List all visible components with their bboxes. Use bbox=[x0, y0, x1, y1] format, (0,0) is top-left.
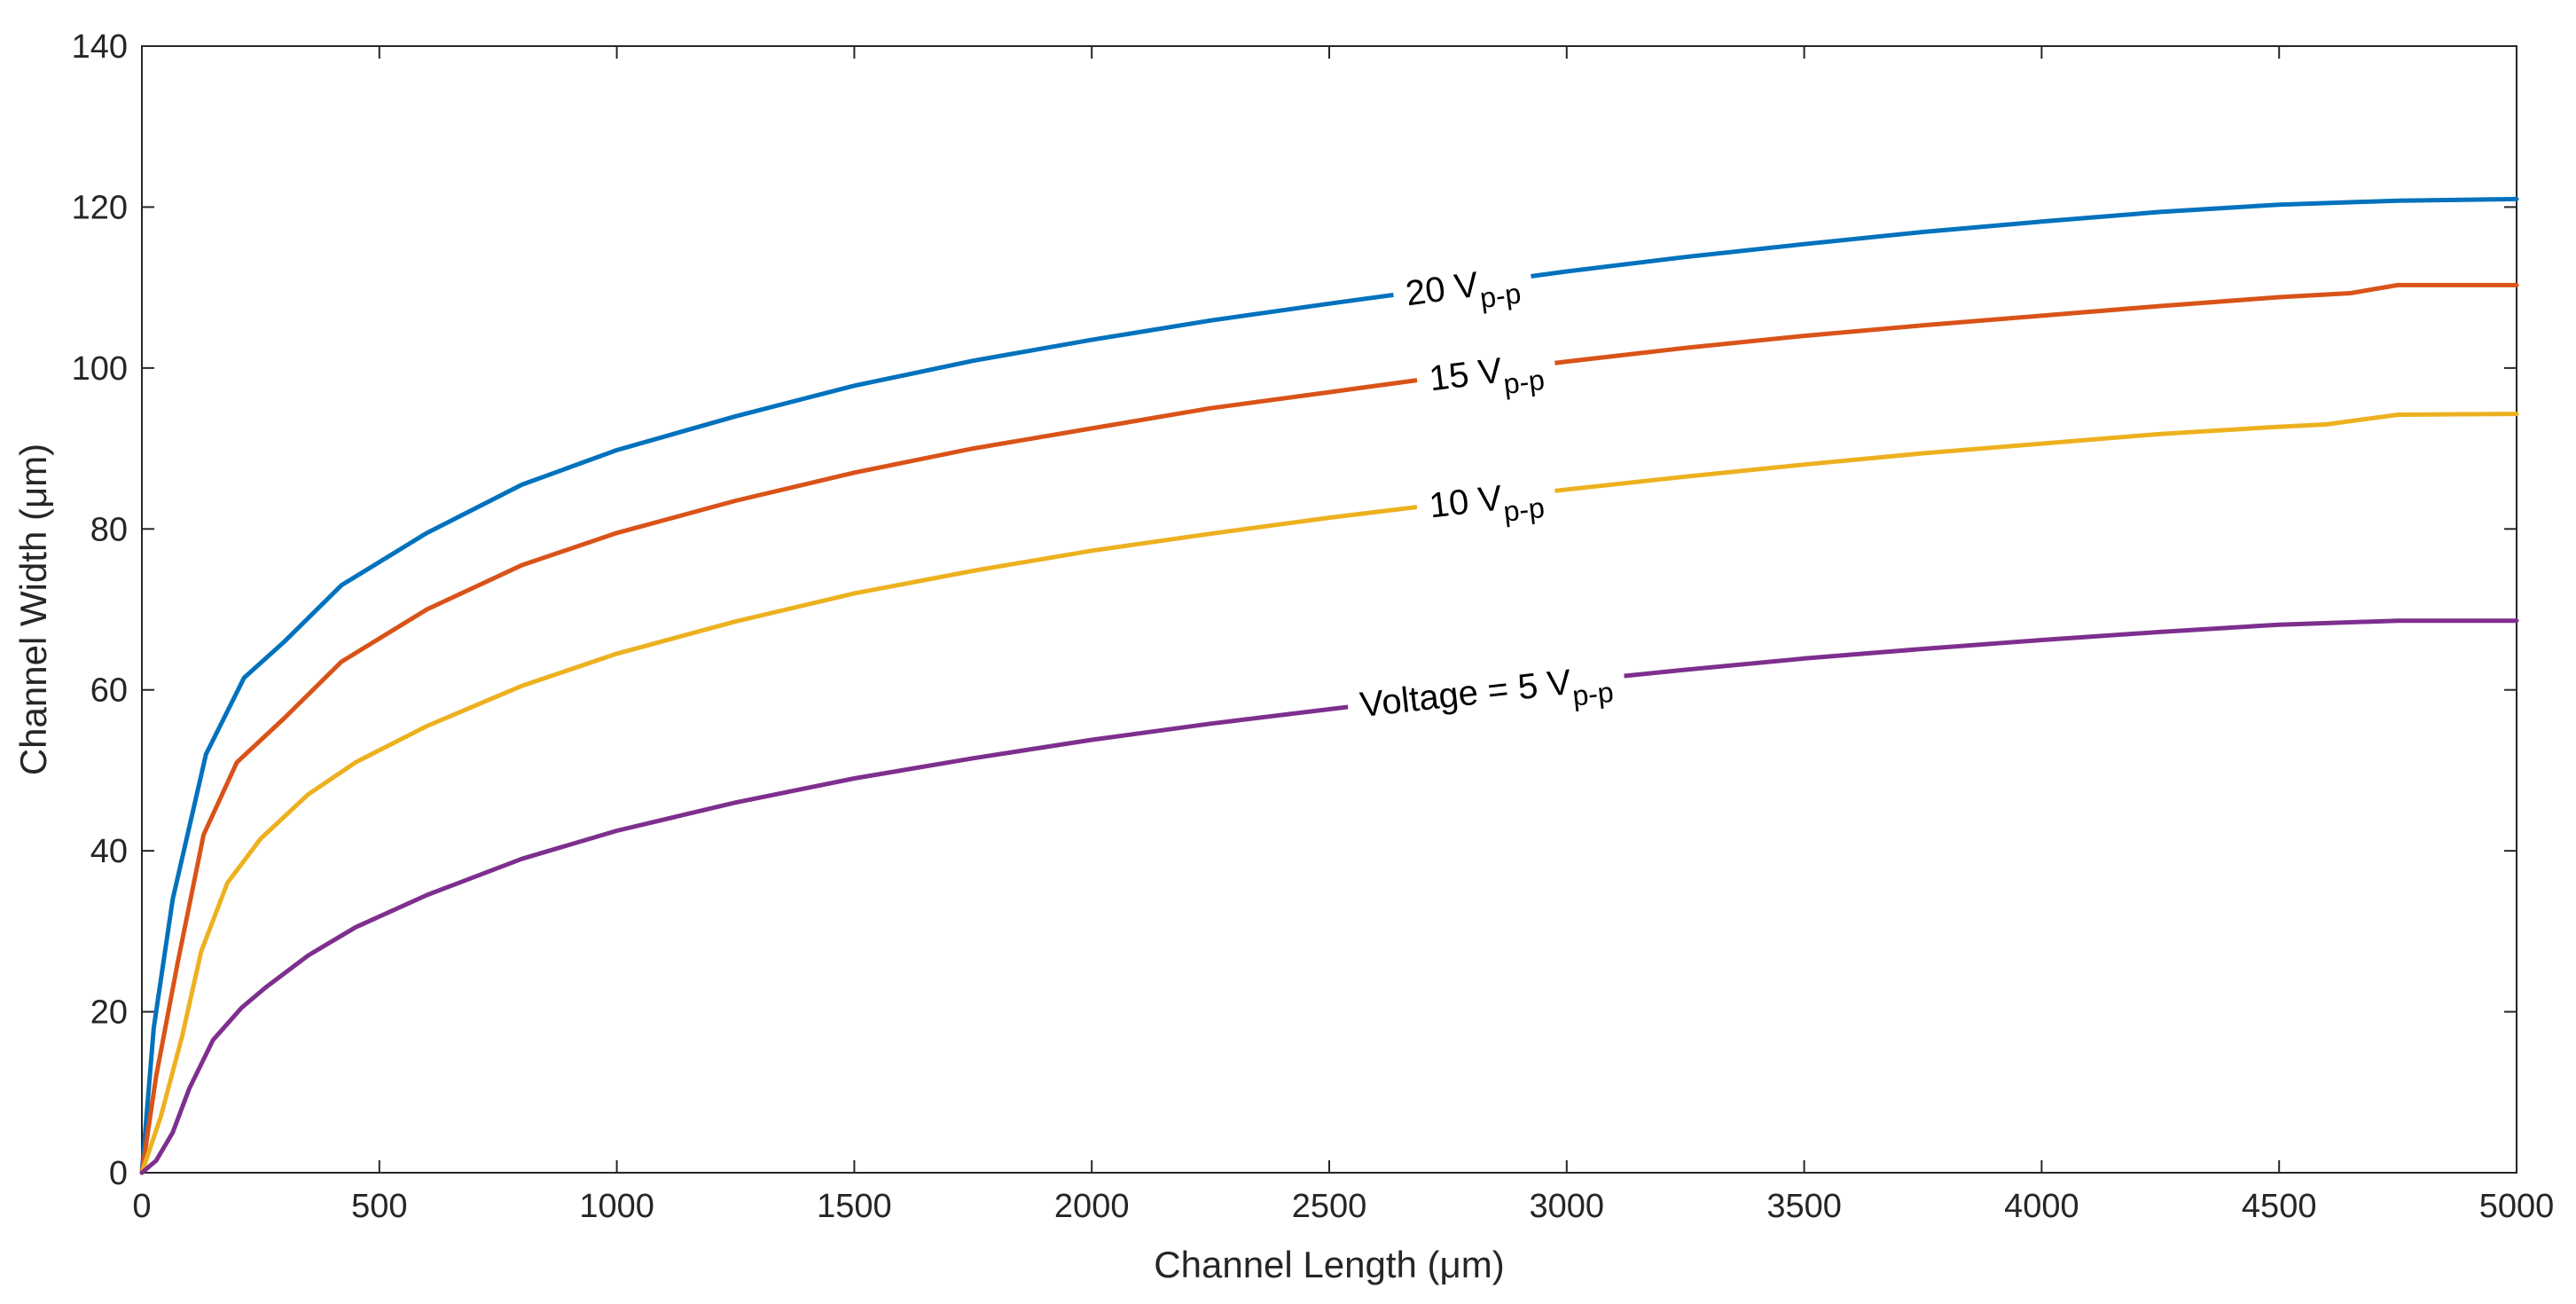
y-axis-label: Channel Width (μm) bbox=[12, 444, 54, 775]
curve-label-1: 15 Vp-p bbox=[1413, 341, 1560, 415]
x-axis-label: Channel Length (μm) bbox=[1154, 1244, 1504, 1285]
curve-label-main: 15 V bbox=[1427, 351, 1504, 399]
x-tick-label: 3500 bbox=[1766, 1188, 1842, 1225]
y-tick-label: 120 bbox=[72, 189, 128, 226]
curve-label-text: 20 Vp-p bbox=[1403, 260, 1523, 325]
series-line-1 bbox=[139, 282, 2519, 1175]
x-tick-label: 4000 bbox=[2004, 1188, 2079, 1225]
y-tick-label: 60 bbox=[90, 672, 128, 710]
curve-label-background bbox=[1345, 653, 1628, 741]
x-tick-label: 4500 bbox=[2242, 1188, 2317, 1225]
y-tick-label: 20 bbox=[90, 994, 128, 1032]
curve-label-text: 10 Vp-p bbox=[1427, 474, 1546, 536]
x-tick-label: 0 bbox=[132, 1188, 151, 1225]
curve-label-text: 15 Vp-p bbox=[1427, 346, 1546, 409]
curve-label-0: 20 Vp-p bbox=[1390, 254, 1536, 330]
curve-label-3: Voltage = 5 Vp-p bbox=[1345, 653, 1628, 741]
curve-label-subscript: p-p bbox=[1570, 676, 1615, 712]
curve-label-background bbox=[1390, 254, 1536, 330]
x-tick-label: 3000 bbox=[1530, 1188, 1605, 1225]
y-tick-label: 0 bbox=[109, 1155, 128, 1192]
y-tick-label: 100 bbox=[72, 350, 128, 388]
curve-label-main: 20 V bbox=[1403, 265, 1481, 314]
curve-label-2: 10 Vp-p bbox=[1414, 468, 1559, 542]
x-tick-label: 2500 bbox=[1292, 1188, 1367, 1225]
x-tick-label: 1500 bbox=[817, 1188, 892, 1225]
x-tick-label: 500 bbox=[351, 1188, 407, 1225]
y-tick-label: 140 bbox=[72, 28, 128, 66]
x-tick-label: 2000 bbox=[1054, 1188, 1130, 1225]
x-tick-label: 5000 bbox=[2479, 1188, 2555, 1225]
curves bbox=[139, 196, 2519, 1175]
series-line-0 bbox=[139, 196, 2519, 1175]
curve-label-main: 10 V bbox=[1427, 478, 1504, 525]
y-tick-label: 80 bbox=[90, 511, 128, 548]
y-tick-label: 40 bbox=[90, 833, 128, 870]
curve-label-subscript: p-p bbox=[1501, 491, 1546, 528]
curve-label-background bbox=[1414, 468, 1559, 542]
curve-label-background bbox=[1413, 341, 1560, 415]
series-line-2 bbox=[139, 412, 2519, 1175]
axis-ticks: 0 500 1000 1500 2000 2500 3000 3500 4000 4500 5000… bbox=[72, 28, 2555, 1225]
x-tick-label: 1000 bbox=[579, 1188, 654, 1225]
curve-label-subscript: p-p bbox=[1478, 277, 1523, 314]
series-line-3 bbox=[139, 618, 2519, 1175]
curve-label-subscript: p-p bbox=[1501, 364, 1546, 400]
